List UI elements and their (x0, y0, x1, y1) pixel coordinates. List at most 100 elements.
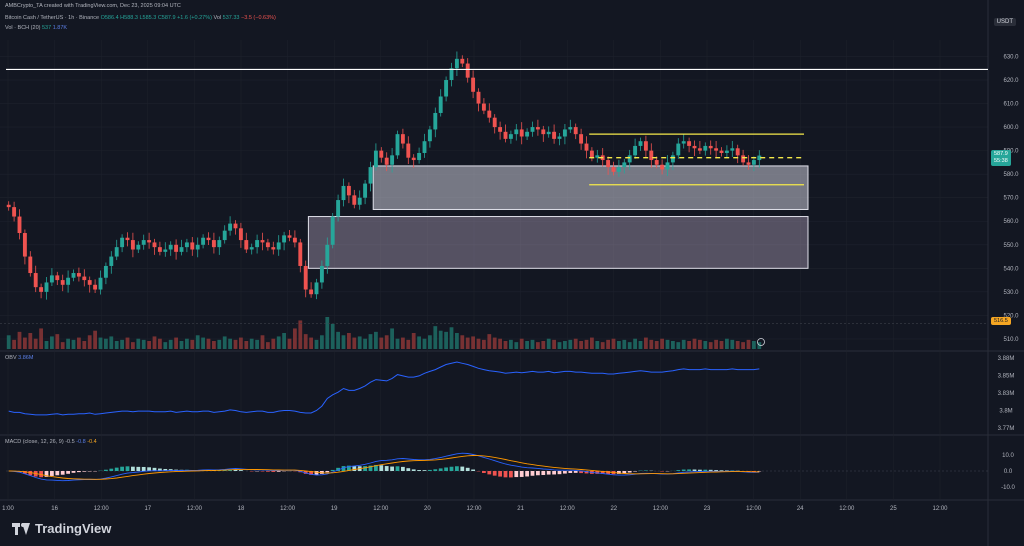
macd-histogram-bar (417, 470, 421, 471)
macd-histogram-bar (546, 471, 551, 475)
macd-histogram-bar (384, 466, 389, 471)
candle-body (130, 240, 135, 250)
candle-body (287, 235, 292, 238)
volume-bar (687, 341, 691, 349)
volume-bar (703, 341, 708, 349)
macd-histogram-bar (536, 471, 540, 476)
macd-histogram-bar (552, 471, 556, 475)
macd-pane (6, 452, 988, 482)
volume-bar (617, 341, 621, 349)
candle-body (400, 134, 405, 144)
candle-body (627, 155, 632, 163)
candle-body (444, 80, 449, 97)
candle-body (390, 155, 395, 165)
candle-body (352, 195, 357, 205)
macd-histogram-bar (228, 469, 232, 471)
volume-bar (125, 337, 130, 349)
candle-body (93, 284, 98, 290)
candle-body (757, 155, 762, 161)
volume-bar (233, 339, 238, 349)
volume-bar (60, 342, 65, 349)
volume-bar (460, 335, 465, 349)
volume-bar (314, 339, 319, 349)
volume-bar (681, 339, 686, 349)
vol-indicator-label[interactable]: Vol · BCH (20) (5, 25, 41, 31)
volume-bar (228, 338, 232, 349)
time-tick-label: 12:00 (932, 506, 948, 512)
price-tick-label: 600.0 (1003, 125, 1019, 131)
axes: 510.0 520.0 530.0 540.0 550.0 560.0 570.0 580.0… (2, 54, 1019, 512)
macd-histogram-bar (71, 471, 76, 473)
macd-histogram-bar (681, 469, 686, 471)
candle-body (741, 155, 746, 163)
volume-bar (401, 337, 405, 349)
candle-body (751, 160, 756, 165)
candle-body (271, 247, 276, 250)
candle-body (136, 244, 141, 250)
macd-histogram-bar (141, 466, 146, 471)
volume-bar (735, 341, 740, 349)
macd-histogram-bar (314, 471, 319, 475)
candle-body (76, 273, 81, 277)
signal-line (8, 455, 760, 480)
last-price: 587.9 (994, 151, 1008, 157)
obv-tick-label: 3.85M (998, 374, 1015, 380)
currency-badge[interactable]: USDT (993, 18, 1016, 26)
volume-bar (82, 341, 87, 349)
candle-body (746, 162, 751, 165)
macd-histogram-bar (579, 471, 583, 474)
volume-bar (395, 338, 400, 349)
volume-bar (249, 338, 254, 349)
candle-body (276, 242, 281, 250)
macd-histogram-bar (66, 471, 70, 474)
macd-histogram-bar (411, 469, 416, 471)
volume-bar (411, 333, 416, 349)
volume-bar (206, 338, 211, 349)
volume-bar (303, 334, 308, 349)
candle-body (471, 77, 476, 92)
macd-histogram-bar (330, 469, 335, 471)
volume-bar (28, 333, 33, 349)
time-tick-label: 21 (517, 506, 524, 512)
macd-histogram-bar (752, 471, 756, 472)
time-tick-label: 12:00 (280, 506, 296, 512)
candle-body (606, 160, 611, 168)
candle-body (195, 244, 200, 250)
volume-bar (379, 337, 384, 349)
volume-bar (579, 341, 583, 349)
macd-v3: -0.4 (87, 439, 97, 445)
macd-histogram-bar (422, 470, 427, 471)
macd-histogram-bar (28, 471, 33, 476)
volume-bar (352, 337, 357, 349)
candle-body (579, 134, 584, 144)
volume-bar (644, 337, 648, 349)
volume-bar (752, 341, 756, 349)
macd-histogram-bar (341, 466, 346, 471)
macd-histogram-bar (692, 469, 697, 471)
volume-bar (136, 338, 141, 349)
macd-label[interactable]: MACD (close, 12, 26, 9) (5, 439, 64, 445)
candle-body (66, 277, 71, 285)
volume-bar (438, 330, 443, 349)
price-tick-label: 590.0 (1003, 149, 1019, 155)
volume-bar (309, 337, 313, 349)
volume-bar (519, 338, 524, 349)
volume-bar (66, 338, 70, 349)
macd-histogram-bar (703, 469, 708, 471)
candle-body (249, 247, 254, 250)
macd-histogram-bar (509, 471, 513, 478)
ohlc-close: C587.9 (157, 15, 176, 21)
macd-histogram-bar (622, 471, 627, 474)
obv-label[interactable]: OBV (5, 355, 17, 361)
price-tick-label: 510.0 (1003, 337, 1019, 343)
volume-bar (509, 339, 513, 349)
volume-bar (746, 339, 751, 349)
macd-histogram-bar (163, 468, 168, 471)
volume-bar (260, 335, 265, 349)
symbol-name[interactable]: Bitcoin Cash / TetherUS · 1h · Binance (5, 15, 100, 21)
candle-body (384, 157, 389, 165)
time-tick-label: 12:00 (560, 506, 576, 512)
candle-body (535, 127, 540, 130)
candle-body (406, 143, 411, 158)
